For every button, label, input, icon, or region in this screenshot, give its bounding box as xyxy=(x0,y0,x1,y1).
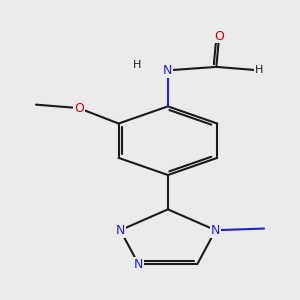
Text: H: H xyxy=(255,65,263,75)
Text: N: N xyxy=(134,257,143,271)
Text: O: O xyxy=(74,102,84,115)
Text: N: N xyxy=(163,64,172,77)
Text: O: O xyxy=(214,29,224,43)
Text: N: N xyxy=(116,224,125,237)
Text: H: H xyxy=(132,60,141,70)
Text: N: N xyxy=(211,224,220,237)
